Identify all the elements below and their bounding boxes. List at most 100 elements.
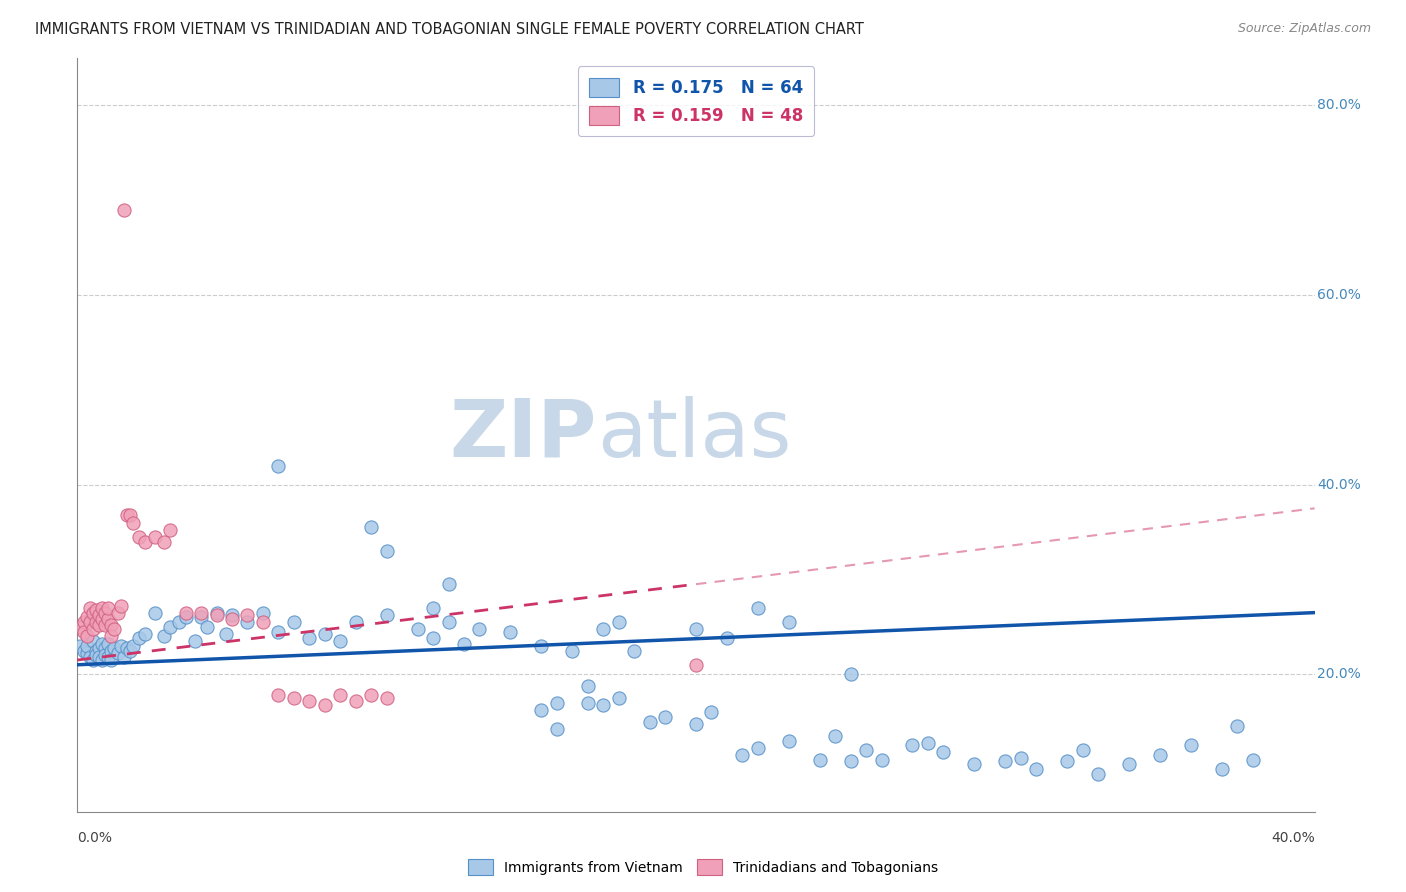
- Point: [453, 637, 475, 651]
- Point: [437, 577, 460, 591]
- Point: [607, 690, 630, 705]
- Point: [76, 646, 98, 660]
- Point: [82, 622, 104, 636]
- Point: [115, 640, 138, 655]
- Point: [112, 650, 135, 665]
- Text: 40.0%: 40.0%: [1317, 477, 1361, 491]
- Point: [406, 622, 429, 636]
- Point: [128, 530, 150, 544]
- Point: [97, 650, 120, 665]
- Point: [576, 679, 599, 693]
- Point: [69, 620, 91, 634]
- Point: [79, 600, 101, 615]
- Point: [468, 622, 491, 636]
- Point: [731, 747, 754, 762]
- Point: [747, 741, 769, 756]
- Point: [1149, 747, 1171, 762]
- Point: [437, 615, 460, 629]
- Point: [855, 743, 877, 757]
- Point: [84, 648, 107, 663]
- Point: [1226, 719, 1249, 733]
- Point: [252, 615, 274, 629]
- Point: [100, 629, 122, 643]
- Point: [122, 639, 145, 653]
- Point: [236, 608, 259, 623]
- Point: [84, 603, 107, 617]
- Point: [1087, 766, 1109, 780]
- Point: [87, 618, 110, 632]
- Text: 20.0%: 20.0%: [1317, 667, 1361, 681]
- Point: [700, 705, 723, 719]
- Point: [283, 690, 305, 705]
- Point: [100, 618, 122, 632]
- Point: [72, 643, 94, 657]
- Point: [375, 608, 398, 623]
- Point: [82, 606, 104, 620]
- Point: [94, 640, 117, 655]
- Text: Source: ZipAtlas.com: Source: ZipAtlas.com: [1237, 22, 1371, 36]
- Legend: Immigrants from Vietnam, Trinidadians and Tobagonians: Immigrants from Vietnam, Trinidadians an…: [463, 854, 943, 880]
- Point: [360, 688, 382, 702]
- Point: [360, 520, 382, 534]
- Point: [118, 508, 141, 522]
- Point: [205, 608, 228, 623]
- Legend: R = 0.175   N = 64, R = 0.159   N = 48: R = 0.175 N = 64, R = 0.159 N = 48: [578, 66, 814, 136]
- Point: [97, 637, 120, 651]
- Point: [1010, 750, 1032, 764]
- Point: [103, 622, 125, 636]
- Point: [174, 606, 197, 620]
- Point: [72, 615, 94, 629]
- Point: [143, 530, 166, 544]
- Point: [344, 694, 367, 708]
- Point: [134, 534, 156, 549]
- Point: [87, 608, 110, 623]
- Point: [1241, 753, 1264, 767]
- Point: [839, 755, 862, 769]
- Point: [94, 618, 117, 632]
- Point: [1071, 743, 1094, 757]
- Point: [76, 629, 98, 643]
- Text: 80.0%: 80.0%: [1317, 98, 1361, 112]
- Point: [530, 703, 553, 717]
- Point: [84, 643, 107, 657]
- Point: [344, 615, 367, 629]
- Point: [91, 637, 114, 651]
- Text: 40.0%: 40.0%: [1271, 830, 1315, 845]
- Point: [143, 606, 166, 620]
- Point: [546, 696, 568, 710]
- Point: [267, 624, 290, 639]
- Point: [638, 714, 661, 729]
- Point: [215, 627, 238, 641]
- Point: [76, 639, 98, 653]
- Point: [82, 653, 104, 667]
- Point: [72, 624, 94, 639]
- Text: atlas: atlas: [598, 396, 792, 474]
- Point: [122, 516, 145, 530]
- Point: [79, 615, 101, 629]
- Point: [298, 694, 321, 708]
- Point: [87, 650, 110, 665]
- Point: [375, 690, 398, 705]
- Point: [97, 612, 120, 626]
- Point: [499, 624, 522, 639]
- Point: [592, 622, 614, 636]
- Point: [107, 606, 129, 620]
- Point: [79, 650, 101, 665]
- Point: [267, 688, 290, 702]
- Point: [1211, 762, 1233, 776]
- Point: [236, 615, 259, 629]
- Point: [94, 648, 117, 663]
- Point: [778, 733, 800, 747]
- Point: [901, 739, 924, 753]
- Point: [824, 729, 846, 743]
- Point: [159, 523, 181, 537]
- Point: [778, 615, 800, 629]
- Point: [994, 755, 1017, 769]
- Point: [76, 610, 98, 624]
- Point: [82, 634, 104, 648]
- Point: [329, 688, 352, 702]
- Point: [69, 639, 91, 653]
- Point: [561, 643, 583, 657]
- Text: ZIP: ZIP: [450, 396, 598, 474]
- Point: [115, 508, 138, 522]
